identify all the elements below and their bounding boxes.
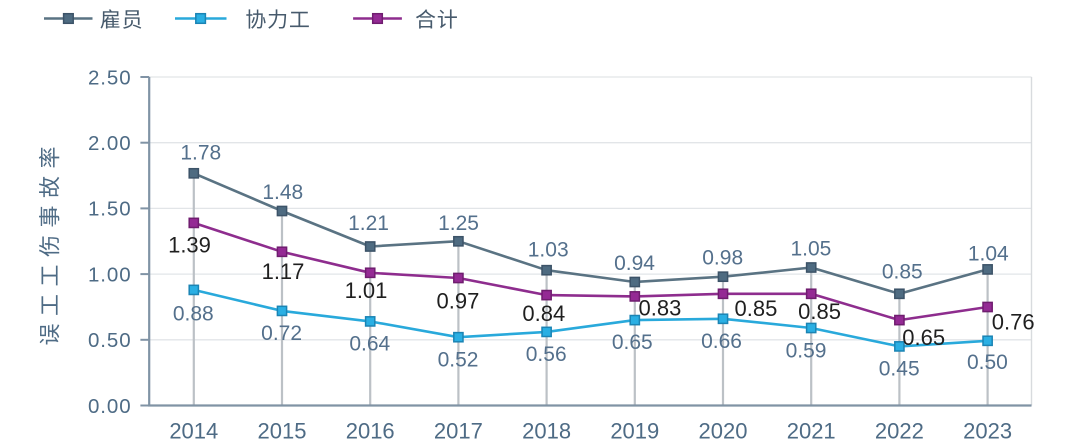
- svg-text:2018: 2018: [522, 418, 571, 443]
- svg-text:0.97: 0.97: [436, 289, 479, 314]
- svg-text:1.01: 1.01: [345, 278, 388, 303]
- svg-text:0.45: 0.45: [879, 358, 920, 381]
- svg-text:0.76: 0.76: [992, 310, 1035, 335]
- svg-text:0.88: 0.88: [173, 303, 214, 326]
- svg-text:0.64: 0.64: [349, 333, 390, 356]
- svg-text:0.50: 0.50: [967, 351, 1008, 374]
- svg-text:1.25: 1.25: [438, 212, 479, 235]
- svg-text:0.56: 0.56: [526, 343, 567, 366]
- svg-text:1.50: 1.50: [88, 198, 132, 221]
- svg-text:1.78: 1.78: [180, 141, 221, 164]
- svg-text:1.21: 1.21: [348, 212, 389, 235]
- svg-text:0.52: 0.52: [438, 349, 479, 372]
- svg-text:0.98: 0.98: [702, 247, 743, 270]
- svg-text:0.85: 0.85: [798, 299, 841, 324]
- svg-text:2015: 2015: [258, 418, 307, 443]
- svg-text:2019: 2019: [610, 418, 659, 443]
- svg-text:2023: 2023: [963, 418, 1012, 443]
- svg-text:2016: 2016: [346, 418, 395, 443]
- svg-text:1.48: 1.48: [262, 181, 303, 204]
- svg-text:2021: 2021: [787, 418, 836, 443]
- svg-text:1.00: 1.00: [88, 263, 132, 286]
- svg-text:0.94: 0.94: [614, 252, 655, 275]
- svg-text:1.05: 1.05: [790, 238, 831, 261]
- svg-text:1.03: 1.03: [528, 238, 569, 261]
- svg-text:0.50: 0.50: [88, 329, 132, 352]
- svg-text:1.17: 1.17: [262, 259, 305, 284]
- svg-text:0.65: 0.65: [902, 325, 945, 350]
- svg-text:2.50: 2.50: [88, 66, 132, 89]
- svg-text:2014: 2014: [169, 418, 218, 443]
- svg-text:1.04: 1.04: [968, 242, 1009, 265]
- svg-text:2.00: 2.00: [88, 132, 132, 155]
- svg-text:0.00: 0.00: [88, 395, 132, 418]
- svg-text:2022: 2022: [875, 418, 924, 443]
- svg-text:0.59: 0.59: [786, 339, 827, 362]
- svg-text:0.83: 0.83: [639, 296, 682, 321]
- svg-text:0.66: 0.66: [701, 330, 742, 353]
- svg-text:0.72: 0.72: [261, 322, 302, 345]
- svg-text:2017: 2017: [434, 418, 483, 443]
- svg-text:0.84: 0.84: [522, 301, 565, 326]
- svg-text:2020: 2020: [699, 418, 748, 443]
- svg-text:0.85: 0.85: [735, 296, 778, 321]
- svg-text:1.39: 1.39: [168, 232, 211, 257]
- svg-text:0.85: 0.85: [882, 261, 923, 284]
- svg-text:0.65: 0.65: [612, 331, 653, 354]
